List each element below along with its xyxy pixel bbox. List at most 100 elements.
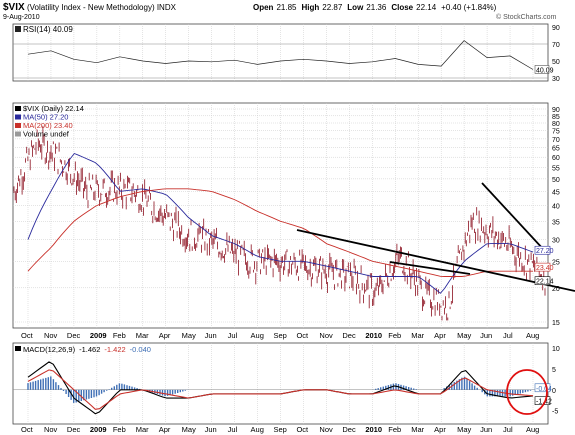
rsi-tick-label: 70 xyxy=(552,42,560,49)
price-x-label: Mar xyxy=(411,331,424,340)
macd-x-label: Aug xyxy=(251,425,264,434)
price-badge xyxy=(534,245,551,255)
macd-badge xyxy=(534,383,551,393)
macd-x-label: Jul xyxy=(503,425,513,434)
price-legend-swatch xyxy=(15,123,21,128)
ma50-line xyxy=(27,152,534,294)
price-legend-entry: MA(200) 23.40 xyxy=(23,121,73,130)
macd-tick-label: -5 xyxy=(552,409,558,416)
macd-x-label: May xyxy=(457,425,471,434)
price-tick-label: 65 xyxy=(552,146,560,153)
ohlc-label: Close xyxy=(391,3,413,12)
macd-x-label: Feb xyxy=(388,425,401,434)
price-legend-entry: Volume undef xyxy=(23,130,70,139)
price-badge xyxy=(534,262,551,272)
macd-x-label: Feb xyxy=(113,425,126,434)
price-badge xyxy=(534,276,551,286)
price-legend-swatch xyxy=(15,114,21,120)
price-x-label: Feb xyxy=(388,331,401,340)
price-legend-entry: $VIX (Daily) 22.14 xyxy=(23,104,84,113)
macd-legend-part: -1.462 xyxy=(79,345,100,354)
signal-line xyxy=(27,369,534,410)
trendline xyxy=(481,182,545,251)
price-x-label: Feb xyxy=(113,331,126,340)
ohlc-value: 21.85 xyxy=(276,3,297,12)
price-x-label: Jul xyxy=(503,331,513,340)
price-tick-label: 50 xyxy=(552,177,560,184)
ohlc-value: 21.36 xyxy=(366,3,387,12)
header-name: (Volatility Index - New Methodology) IND… xyxy=(27,3,177,12)
macd-x-label: Jul xyxy=(228,425,238,434)
price-x-label: Jun xyxy=(205,331,217,340)
macd-x-label: Mar xyxy=(411,425,424,434)
price-legend-swatch xyxy=(15,106,21,111)
price-tick-label: 90 xyxy=(552,107,560,114)
price-x-label: Mar xyxy=(136,331,149,340)
price-x-label: Dec xyxy=(67,331,81,340)
rsi-value-text: 40.09 xyxy=(536,67,554,74)
macd-tick-label: 5 xyxy=(552,367,556,374)
price-x-label: Apr xyxy=(434,331,446,340)
brand-label: © StockCharts.com xyxy=(496,13,557,21)
macd-x-label: Apr xyxy=(434,425,446,434)
price-x-label: 2010 xyxy=(365,331,382,340)
macd-x-label: Oct xyxy=(21,425,34,434)
trendline xyxy=(389,261,471,275)
macd-legend-part: MACD(12,26,9) xyxy=(23,345,76,354)
ohlc-label: Low xyxy=(347,3,364,12)
rsi-legend-swatch xyxy=(15,26,21,32)
macd-legend-part: -0.040 xyxy=(130,345,151,354)
price-x-label: Aug xyxy=(251,331,264,340)
price-x-label: Nov xyxy=(44,331,58,340)
price-x-label: Jun xyxy=(480,331,492,340)
rsi-value-badge xyxy=(534,65,550,74)
price-tick-label: 55 xyxy=(552,166,560,173)
ohlc-label: High xyxy=(301,3,319,12)
ma200-line xyxy=(27,188,533,277)
price-tick-label: 25 xyxy=(552,259,560,266)
macd-x-label: Aug xyxy=(526,425,539,434)
ohlc-value: 22.14 xyxy=(416,3,437,12)
price-badge-text: 23.40 xyxy=(536,265,554,272)
price-x-label: 2009 xyxy=(90,331,107,340)
price-tick-label: 15 xyxy=(552,320,560,327)
price-tick-label: 60 xyxy=(552,155,560,162)
header-symbol: $VIX xyxy=(3,2,25,13)
price-x-label: Dec xyxy=(342,331,356,340)
price-x-label: Sep xyxy=(274,331,287,340)
rsi-tick-label: 50 xyxy=(552,59,560,66)
macd-x-label: Apr xyxy=(159,425,171,434)
price-x-label: Oct xyxy=(296,331,309,340)
header-change: +0.40 (+1.84%) xyxy=(441,3,496,12)
macd-x-label: 2009 xyxy=(90,425,107,434)
macd-x-label: 2010 xyxy=(365,425,382,434)
macd-x-label: May xyxy=(182,425,196,434)
trendline xyxy=(296,229,575,292)
macd-x-label: Nov xyxy=(319,425,333,434)
price-tick-label: 75 xyxy=(552,129,560,136)
macd-x-label: Dec xyxy=(67,425,81,434)
price-tick-label: 35 xyxy=(552,219,560,226)
price-legend-swatch xyxy=(15,131,21,137)
highlight-circle xyxy=(506,369,548,415)
macd-x-label: Dec xyxy=(342,425,356,434)
price-x-label: Oct xyxy=(21,331,34,340)
ohlc-value: 22.87 xyxy=(322,3,343,12)
macd-x-label: Nov xyxy=(44,425,58,434)
price-x-label: Nov xyxy=(319,331,333,340)
macd-x-label: Oct xyxy=(296,425,309,434)
rsi-legend: RSI(14) 40.09 xyxy=(23,25,73,34)
macd-legend-swatch xyxy=(15,346,21,351)
macd-badge-text: -0.04 xyxy=(536,386,552,393)
price-x-label: May xyxy=(182,331,196,340)
price-tick-label: 30 xyxy=(552,238,560,245)
macd-x-label: Jun xyxy=(480,425,492,434)
price-tick-label: 70 xyxy=(552,137,560,144)
price-tick-label: 20 xyxy=(552,286,560,293)
price-x-label: Apr xyxy=(159,331,171,340)
price-badge-text: 22.14 xyxy=(536,279,554,286)
price-legend-entry: MA(50) 27.20 xyxy=(23,113,68,122)
price-tick-label: 45 xyxy=(552,189,560,196)
